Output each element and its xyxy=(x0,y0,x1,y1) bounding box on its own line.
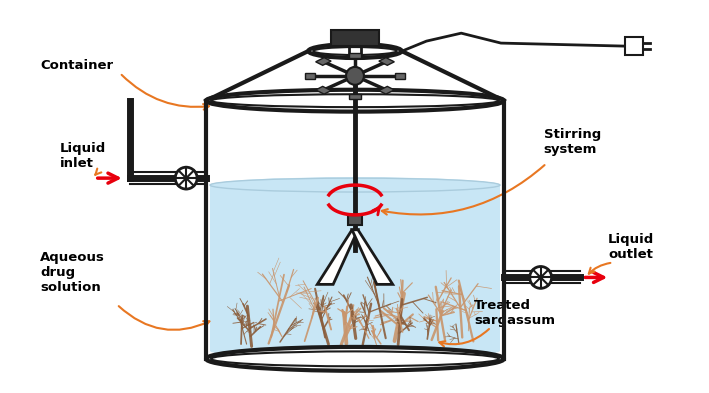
Circle shape xyxy=(538,275,543,280)
Ellipse shape xyxy=(308,44,402,58)
Bar xyxy=(210,185,500,351)
Circle shape xyxy=(175,167,197,189)
Polygon shape xyxy=(316,58,331,65)
Ellipse shape xyxy=(206,347,504,371)
Bar xyxy=(348,215,362,225)
Ellipse shape xyxy=(210,178,500,192)
Bar xyxy=(625,37,643,55)
Text: Liquid
outlet: Liquid outlet xyxy=(608,233,654,261)
Text: Stirring
system: Stirring system xyxy=(544,128,601,156)
Circle shape xyxy=(184,176,189,181)
Polygon shape xyxy=(379,58,394,65)
Ellipse shape xyxy=(210,177,500,193)
Text: Treated
sargassum: Treated sargassum xyxy=(474,299,555,327)
Bar xyxy=(206,101,504,359)
Polygon shape xyxy=(317,230,358,285)
Text: Aqueous
drug
solution: Aqueous drug solution xyxy=(40,252,105,294)
Circle shape xyxy=(530,266,552,288)
Circle shape xyxy=(346,67,364,85)
Ellipse shape xyxy=(206,90,504,112)
Ellipse shape xyxy=(210,343,500,359)
Polygon shape xyxy=(349,53,361,58)
Bar xyxy=(331,30,379,46)
Polygon shape xyxy=(306,73,316,79)
Text: Liquid
inlet: Liquid inlet xyxy=(60,142,106,170)
Polygon shape xyxy=(316,86,331,94)
Polygon shape xyxy=(395,73,405,79)
Polygon shape xyxy=(352,230,393,285)
Text: Container: Container xyxy=(40,59,113,72)
Polygon shape xyxy=(349,94,361,99)
Polygon shape xyxy=(379,86,394,94)
